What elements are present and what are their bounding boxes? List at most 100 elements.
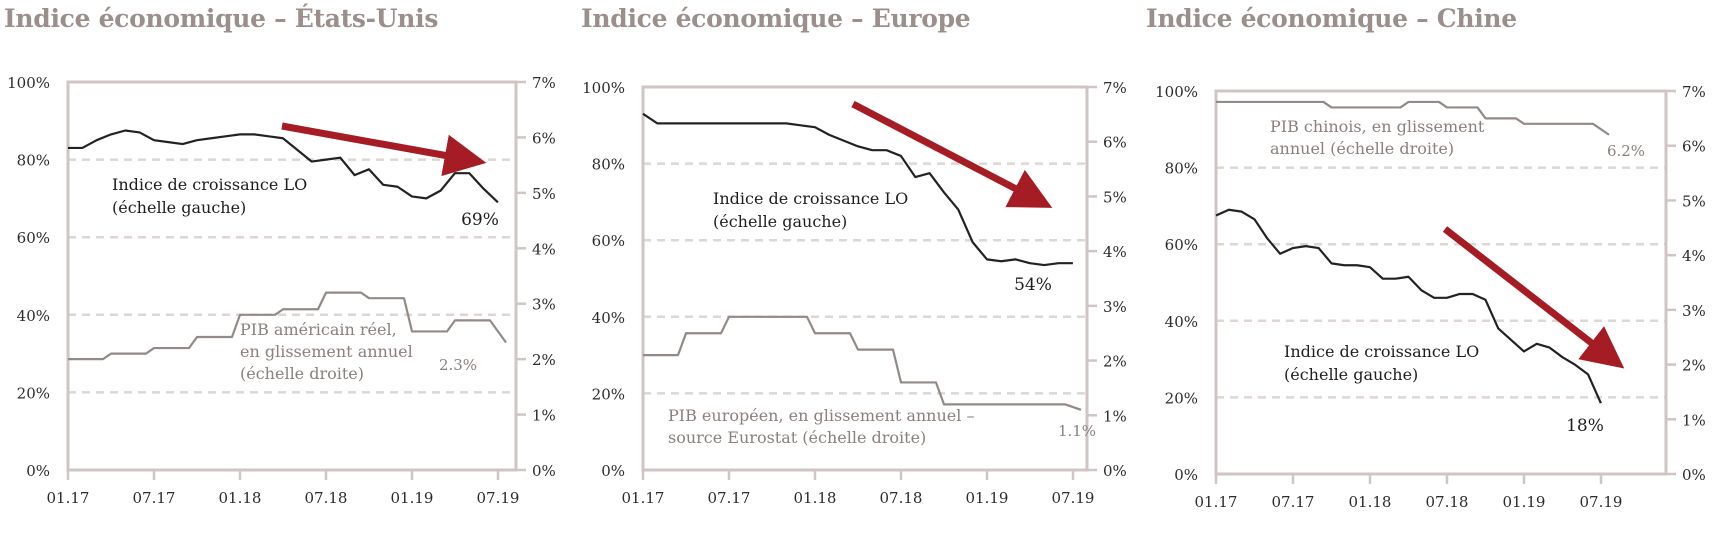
chart-panel-us: Indice économique – États-Unis 0% 20% 40% 6… (0, 0, 560, 538)
right-axis-tick-label: 1% (532, 407, 556, 425)
end-value-label-gdp: 2.3% (439, 356, 477, 374)
end-value-label-gdp: 1.1% (1058, 422, 1096, 440)
right-axis-tick-label: 0% (1103, 462, 1127, 480)
left-axis-tick-label: 100% (7, 74, 50, 92)
chart-us: 0% 20% 40% 60% 80% 100% 0% 1% 2% 3% 4% 5% 6% 7% 01.17 0… (7, 74, 556, 507)
trend-arrow (1442, 226, 1625, 369)
series-line-lo-index (68, 129, 499, 204)
right-axis-tick-label: 6% (532, 129, 556, 147)
series-line-gdp (1216, 100, 1610, 136)
left-axis-tick-label: 0% (601, 462, 625, 480)
right-axis-tick-label: 7% (532, 74, 556, 92)
left-axis-tick-label: 80% (17, 152, 50, 170)
left-axis-tick-label: 80% (592, 156, 625, 174)
right-axis-tick-label: 7% (1682, 83, 1706, 101)
series-label-gdp: source Eurostat (échelle droite) (668, 428, 926, 447)
right-axis-tick-label: 2% (1682, 357, 1706, 375)
left-axis-tick-label: 20% (592, 385, 625, 403)
chart-title: Indice économique – Chine (1146, 4, 1517, 33)
x-axis-tick-label: 01.19 (966, 489, 1009, 507)
left-axis-tick-label: 40% (592, 309, 625, 327)
x-axis-tick-label: 07.19 (1580, 493, 1623, 511)
right-axis-tick-label: 4% (1103, 243, 1127, 261)
right-axis-tick-label: 4% (1682, 247, 1706, 265)
left-axis-tick-label: 60% (17, 229, 50, 247)
series-label-gdp: en glissement annuel (240, 342, 413, 361)
left-axis-tick-label: 80% (1165, 160, 1198, 178)
x-axis-tick-label: 01.18 (1349, 493, 1392, 511)
end-value-label-lo-index: 54% (1014, 275, 1052, 295)
left-axis-tick-label: 60% (1165, 236, 1198, 254)
left-axis-tick-label: 40% (1165, 313, 1198, 331)
right-axis-tick-label: 0% (532, 462, 556, 480)
series-label-lo-index: (échelle gauche) (713, 212, 847, 231)
end-value-label-lo-index: 18% (1566, 416, 1604, 436)
trend-arrow (851, 100, 1053, 208)
right-axis-tick-label: 2% (1103, 353, 1127, 371)
chart-panel-china: Indice économique – Chine 0% 20% 40% 60% 80%… (1142, 0, 1724, 538)
right-axis-tick-label: 3% (1103, 298, 1127, 316)
x-axis-tick-label: 07.17 (1272, 493, 1315, 511)
left-axis-tick-label: 100% (1155, 83, 1198, 101)
right-axis-tick-label: 3% (532, 296, 556, 314)
trend-arrow (281, 122, 487, 177)
left-axis-tick-label: 40% (17, 307, 50, 325)
x-axis-tick-label: 07.18 (1426, 493, 1469, 511)
x-axis-tick-label: 01.18 (794, 489, 837, 507)
chart-china: 0% 20% 40% 60% 80% 100% 0% 1% 2% 3% 4% 5% 6% 7% 01.17 0… (1155, 83, 1706, 511)
series-label-gdp: (échelle droite) (240, 364, 364, 383)
right-axis-tick-label: 1% (1682, 411, 1706, 429)
left-axis-tick-label: 60% (592, 232, 625, 250)
x-axis-tick-label: 01.17 (622, 489, 665, 507)
x-axis-tick-label: 01.17 (1195, 493, 1238, 511)
series-line-gdp (68, 291, 507, 361)
left-axis-tick-label: 20% (1165, 389, 1198, 407)
x-axis-tick-label: 01.19 (1503, 493, 1546, 511)
right-axis-tick-label: 6% (1682, 138, 1706, 156)
series-label-lo-index: Indice de croissance LO (713, 189, 908, 208)
plot-frame (1214, 89, 1668, 476)
series-label-lo-index: (échelle gauche) (1284, 365, 1418, 384)
chart-panel-europe: Indice économique – Europe 0% 20% 40% 60% 80… (577, 0, 1127, 538)
series-line-lo-index (1215, 208, 1602, 404)
x-axis-tick-label: 07.19 (1052, 489, 1095, 507)
right-axis-tick-label: 5% (1682, 192, 1706, 210)
right-axis-tick-label: 6% (1103, 134, 1127, 152)
x-axis-tick-label: 01.19 (391, 489, 434, 507)
end-value-label-lo-index: 69% (461, 210, 499, 230)
series-line-lo-index (642, 112, 1073, 267)
x-axis-tick-label: 01.18 (219, 489, 262, 507)
chart-title: Indice économique – Europe (581, 4, 971, 33)
right-axis-tick-label: 0% (1682, 466, 1706, 484)
left-axis-tick-label: 0% (26, 462, 50, 480)
series-line-gdp (643, 315, 1082, 411)
x-axis-tick-label: 07.17 (133, 489, 176, 507)
series-label-gdp: PIB américain réel, (240, 320, 397, 339)
x-axis-tick-label: 07.18 (880, 489, 923, 507)
chart-europe: 0% 20% 40% 60% 80% 100% 0% 1% 2% 3% 4% 5% 6% 7% 01.17 0… (582, 79, 1127, 507)
x-axis-tick-label: 07.19 (477, 489, 520, 507)
left-axis-tick-label: 100% (582, 79, 625, 97)
chart-title: Indice économique – États-Unis (4, 4, 439, 33)
series-label-lo-index: Indice de croissance LO (112, 175, 307, 194)
series-label-gdp: annuel (échelle droite) (1270, 139, 1454, 158)
right-axis-tick-label: 5% (532, 185, 556, 203)
right-axis-tick-label: 4% (532, 240, 556, 258)
series-label-lo-index: (échelle gauche) (112, 198, 246, 217)
x-axis-tick-label: 07.17 (708, 489, 751, 507)
right-axis-tick-label: 3% (1682, 302, 1706, 320)
plot-frame (641, 85, 1089, 472)
series-label-gdp: PIB européen, en glissement annuel – (668, 406, 974, 425)
plot-frame (66, 80, 518, 472)
right-axis-tick-label: 2% (532, 351, 556, 369)
series-label-gdp: PIB chinois, en glissement (1270, 117, 1485, 136)
right-axis-tick-label: 7% (1103, 79, 1127, 97)
end-value-label-gdp: 6.2% (1607, 142, 1645, 160)
right-axis-tick-label: 5% (1103, 188, 1127, 206)
left-axis-tick-label: 0% (1174, 466, 1198, 484)
series-label-lo-index: Indice de croissance LO (1284, 342, 1479, 361)
left-axis-tick-label: 20% (17, 384, 50, 402)
right-axis-tick-label: 1% (1103, 407, 1127, 425)
x-axis-tick-label: 01.17 (47, 489, 90, 507)
x-axis-tick-label: 07.18 (305, 489, 348, 507)
